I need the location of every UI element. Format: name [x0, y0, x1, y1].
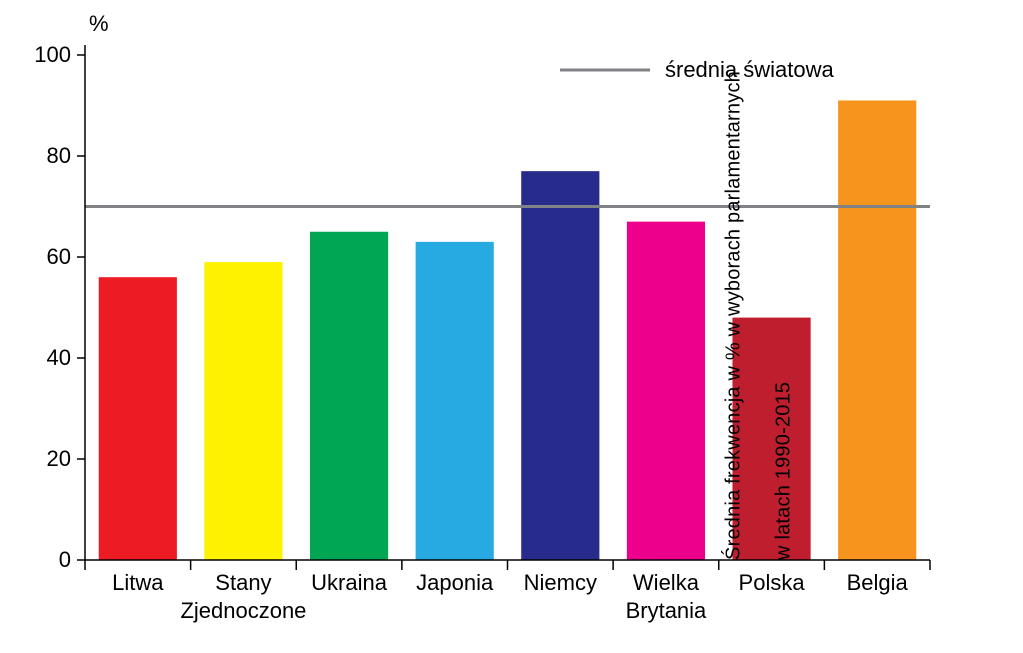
- bar: [416, 242, 494, 560]
- bar: [838, 100, 916, 560]
- y-unit-label: %: [89, 11, 109, 36]
- side-caption-line2: w latach 1990-2015: [773, 381, 795, 559]
- y-tick-label: 100: [34, 42, 71, 67]
- x-tick-label: Wielka: [633, 570, 700, 595]
- x-tick-label: Brytania: [626, 598, 707, 623]
- y-tick-label: 60: [47, 244, 71, 269]
- side-caption-line1: Średnia frekwencja w % w wyborach parlam…: [723, 71, 745, 560]
- bar: [627, 222, 705, 560]
- x-tick-label: Litwa: [112, 570, 164, 595]
- x-tick-label: Japonia: [416, 570, 494, 595]
- bar: [310, 232, 388, 560]
- y-tick-label: 80: [47, 143, 71, 168]
- x-tick-label: Stany: [215, 570, 271, 595]
- y-tick-label: 40: [47, 345, 71, 370]
- x-tick-label: Zjednoczone: [180, 598, 306, 623]
- y-tick-label: 20: [47, 446, 71, 471]
- x-tick-label: Niemcy: [524, 570, 597, 595]
- y-tick-label: 0: [59, 547, 71, 572]
- side-caption: Średnia frekwencja w % w wyborach parlam…: [697, 71, 822, 583]
- bar-chart: 0 20 40 60 80 100% Litwa Stany ZjednoczoneUkrain…: [0, 0, 1023, 653]
- bar: [99, 277, 177, 560]
- bar: [521, 171, 599, 560]
- chart-container: 0 20 40 60 80 100% Litwa Stany ZjednoczoneUkrain…: [0, 0, 1023, 653]
- x-tick-label: Belgia: [847, 570, 909, 595]
- bar: [204, 262, 282, 560]
- x-tick-label: Ukraina: [311, 570, 388, 595]
